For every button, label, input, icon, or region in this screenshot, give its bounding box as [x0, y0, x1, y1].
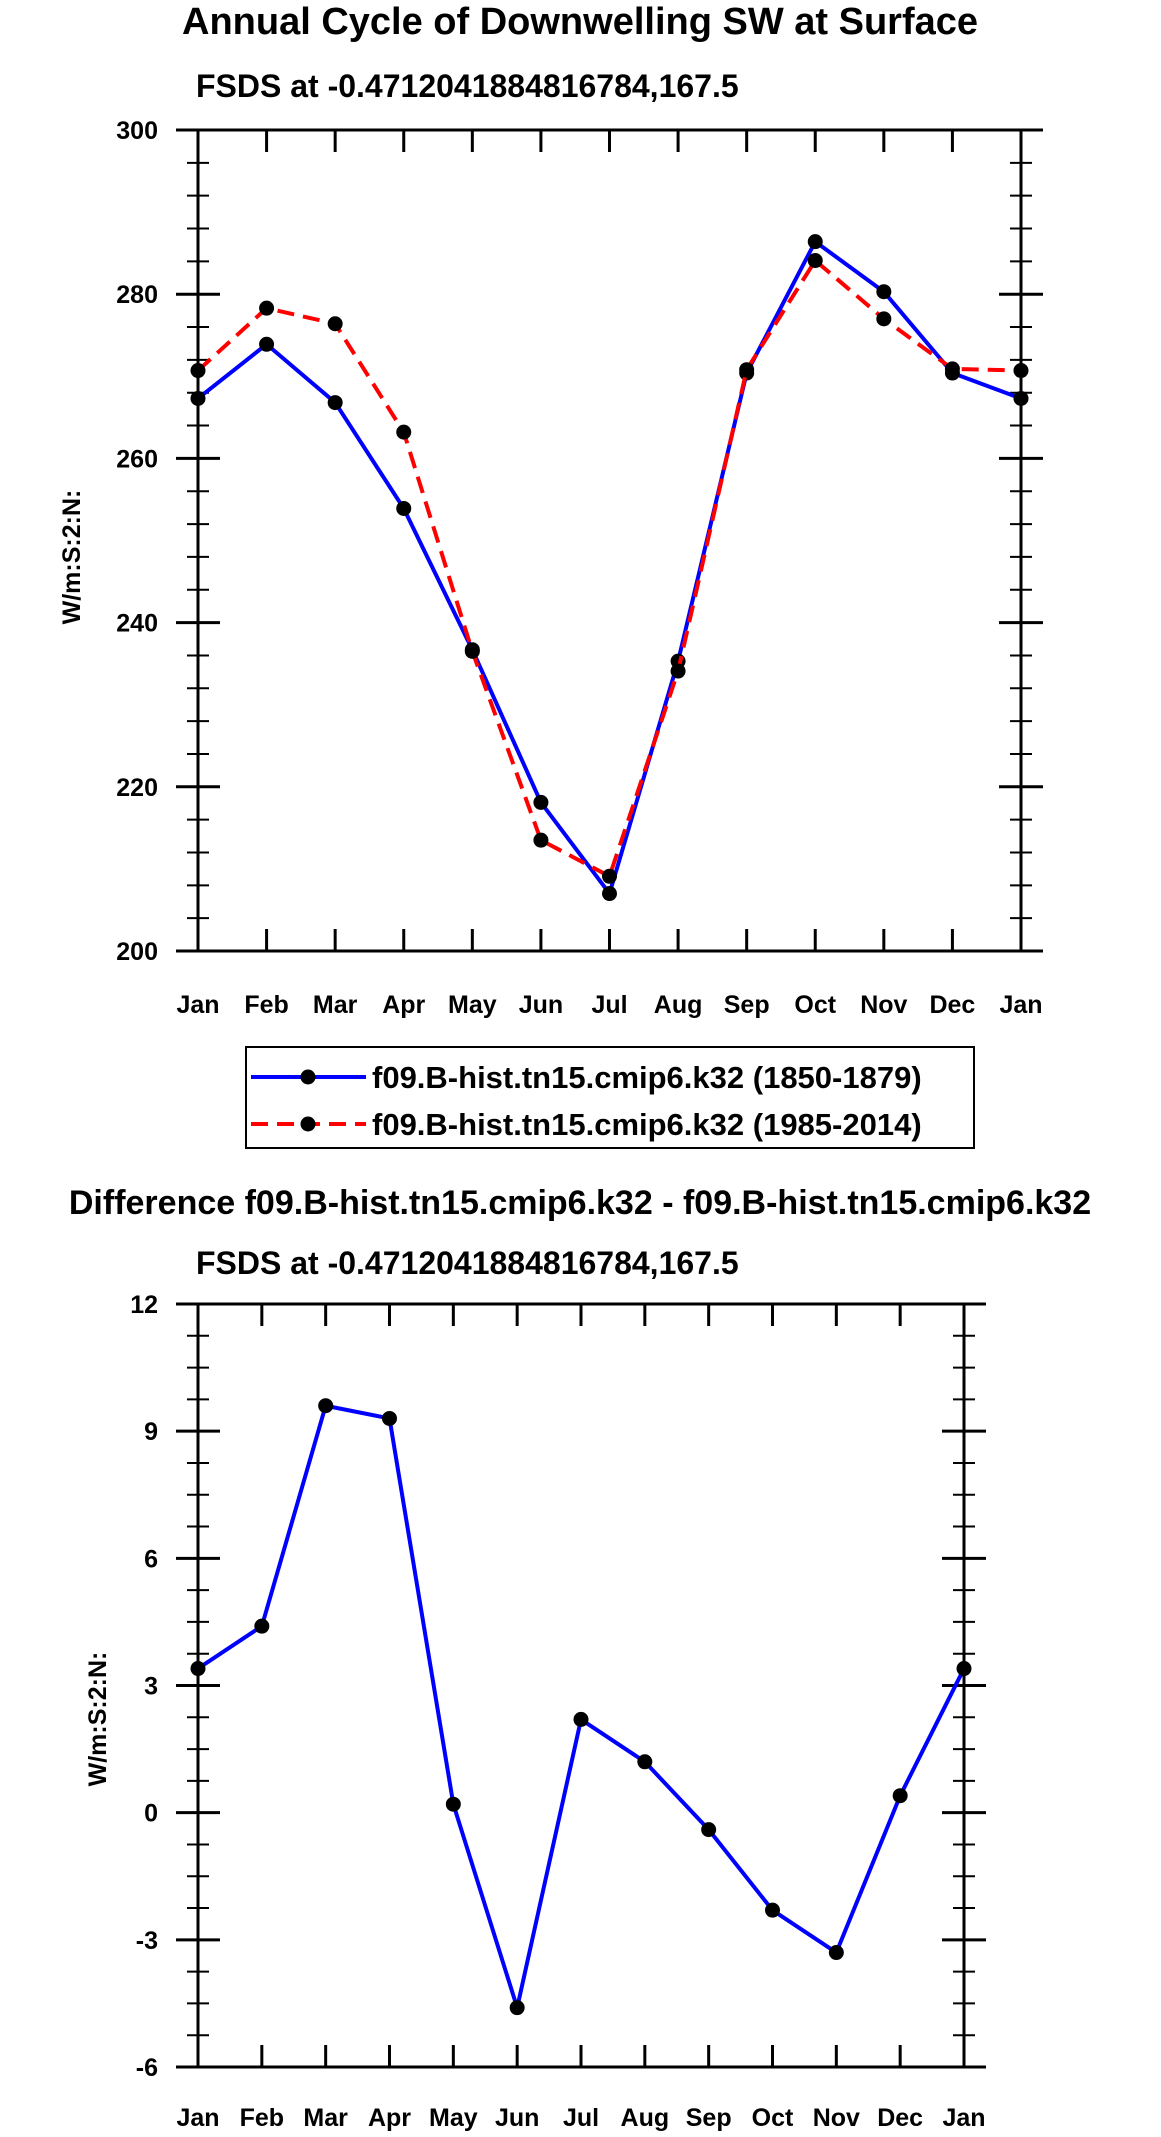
y-tick-label: 9: [144, 1418, 158, 1446]
tick-labels: Jan Feb Mar Apr May Jun Jul Aug Sep Oct Nov Dec Jan-…: [130, 1291, 985, 2132]
x-tick-label: Jun: [495, 2104, 539, 2132]
data-point: [807, 234, 823, 250]
data-point: [509, 2000, 525, 2016]
y-tick-label: 0: [144, 1800, 158, 1828]
x-tick-label: Jan: [176, 2104, 219, 2132]
legend-marker-2: [300, 1116, 316, 1132]
chart-title: Difference f09.B-hist.tn15.cmip6.k32 - f…: [69, 1184, 1091, 1222]
data-point: [382, 1410, 397, 1426]
y-tick-label: -3: [136, 1927, 158, 1955]
x-tick-label: Jan: [999, 991, 1042, 1019]
x-tick-label: Dec: [877, 2104, 923, 2132]
data-point: [670, 663, 686, 679]
y-tick-label: 240: [116, 610, 158, 638]
x-tick-label: Dec: [929, 991, 975, 1019]
data-point: [254, 1618, 270, 1634]
legend-item-1: f09.B-hist.tn15.cmip6.k32 (1850-1879): [251, 1060, 922, 1095]
tick-labels: Jan Feb Mar Apr May Jun Jul Aug Sep Oct Nov Dec Jan 2…: [116, 117, 1042, 1019]
y-tick-label: 260: [116, 445, 158, 473]
y-tick-label: 280: [116, 281, 158, 309]
legend-marker-1: [300, 1069, 316, 1085]
data-point: [876, 284, 892, 300]
x-tick-label: Oct: [794, 991, 836, 1019]
data-point: [327, 316, 343, 332]
data-point: [602, 886, 617, 902]
data-point: [533, 832, 549, 848]
x-tick-label: Apr: [368, 2104, 411, 2132]
series-line-1: [196, 1403, 966, 2010]
x-tick-label: Feb: [244, 991, 288, 1019]
data-point: [573, 1711, 589, 1727]
x-tick-label: Mar: [303, 2104, 348, 2132]
x-tick-label: Sep: [724, 991, 770, 1019]
x-tick-label: Aug: [621, 2104, 670, 2132]
x-tick-label: Mar: [313, 991, 358, 1019]
legend-box: [245, 1046, 975, 1149]
chart-subtitle: FSDS at -0.4712041884816784,167.5: [196, 1245, 739, 1281]
x-tick-label: Sep: [686, 2104, 732, 2132]
x-tick-label: Nov: [860, 991, 907, 1019]
x-tick-label: May: [448, 991, 497, 1019]
x-tick-label: Jul: [591, 991, 627, 1019]
chart-title: Annual Cycle of Downwelling SW at Surfac…: [182, 1, 978, 43]
data-point: [602, 868, 617, 884]
data-point: [445, 1796, 461, 1812]
x-tick-label: Nov: [813, 2104, 860, 2132]
data-point: [892, 1788, 908, 1804]
legend-label-1: f09.B-hist.tn15.cmip6.k32 (1850-1879): [372, 1060, 922, 1095]
x-tick-label: Jun: [519, 991, 563, 1019]
data-point: [259, 336, 275, 352]
chart-panel-annual-cycle: Annual Cycle of Downwelling SW at Surfac…: [58, 1, 1043, 1019]
data-point: [739, 362, 755, 378]
x-tick-label: Aug: [654, 991, 703, 1019]
data-point: [701, 1822, 717, 1838]
y-tick-label: 300: [116, 117, 158, 145]
axis-ticks: [176, 1302, 986, 2069]
axis-ticks: [176, 128, 1043, 953]
series-line-2: [196, 258, 1022, 879]
data-point: [396, 424, 412, 440]
y-tick-label: 12: [130, 1291, 158, 1319]
legend-label-2: f09.B-hist.tn15.cmip6.k32 (1985-2014): [372, 1107, 922, 1142]
y-tick-label: 200: [116, 938, 158, 966]
x-tick-label: Jan: [176, 991, 219, 1019]
chart-subtitle: FSDS at -0.4712041884816784,167.5: [196, 68, 739, 104]
chart-panel-difference: Difference f09.B-hist.tn15.cmip6.k32 - f…: [69, 1184, 1091, 2132]
x-tick-label: Oct: [752, 2104, 794, 2132]
data-point: [944, 361, 960, 377]
x-tick-label: Feb: [240, 2104, 284, 2132]
y-tick-label: 6: [144, 1545, 158, 1573]
data-point: [637, 1754, 653, 1770]
series-line-1: [196, 239, 1022, 896]
data-point: [318, 1398, 334, 1414]
data-point: [828, 1945, 844, 1961]
x-tick-label: May: [429, 2104, 478, 2132]
data-point: [259, 300, 275, 316]
data-point: [396, 500, 412, 516]
data-point: [327, 395, 343, 411]
plot-frame: [196, 1302, 966, 2069]
plot-frame: [196, 128, 1023, 953]
x-tick-label: Apr: [382, 991, 425, 1019]
legend-item-2: f09.B-hist.tn15.cmip6.k32 (1985-2014): [251, 1107, 922, 1142]
legend: f09.B-hist.tn15.cmip6.k32 (1850-1879) f0…: [245, 1046, 975, 1149]
series-lines: [190, 1398, 972, 2016]
x-tick-label: Jan: [942, 2104, 985, 2132]
y-tick-label: 220: [116, 774, 158, 802]
y-axis-label: W/m:S:2:N:: [84, 1652, 112, 1787]
y-axis-label: W/m:S:2:N:: [58, 490, 86, 625]
data-point: [807, 253, 823, 269]
x-tick-label: Jul: [563, 2104, 599, 2132]
data-point: [533, 794, 549, 810]
data-point: [464, 643, 480, 659]
data-point: [876, 311, 892, 327]
y-tick-label: 3: [144, 1673, 158, 1701]
y-tick-label: -6: [136, 2054, 158, 2082]
series-lines: [190, 234, 1029, 902]
data-point: [765, 1902, 780, 1918]
